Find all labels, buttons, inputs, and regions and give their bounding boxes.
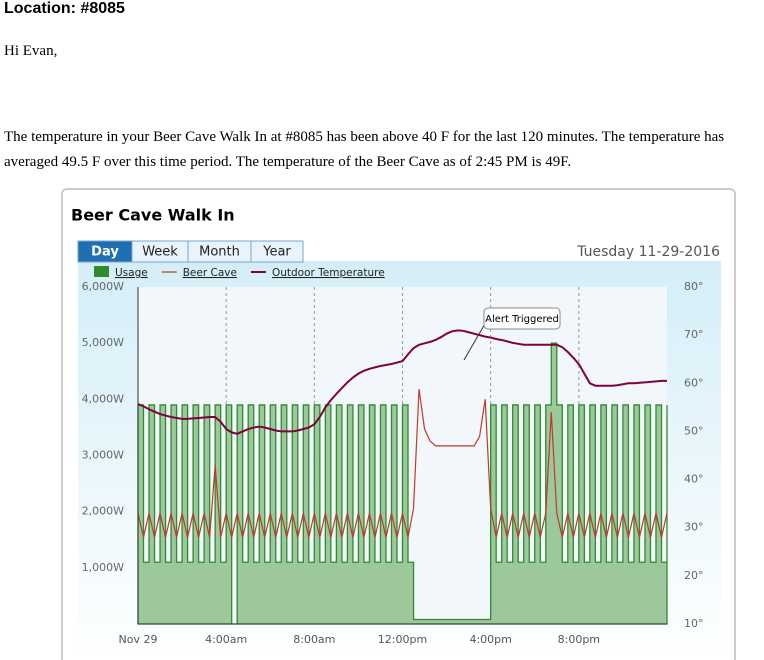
y-tick-label: 6,000W bbox=[82, 280, 124, 293]
legend-label[interactable]: Usage bbox=[115, 267, 148, 279]
legend-label[interactable]: Outdoor Temperature bbox=[272, 267, 385, 279]
y2-tick-label: 40° bbox=[684, 473, 704, 486]
legend-swatch bbox=[94, 266, 109, 277]
y2-tick-label: 50° bbox=[684, 424, 704, 437]
y-tick-label: 5,000W bbox=[82, 336, 124, 349]
greeting: Hi Evan, bbox=[4, 43, 58, 59]
annotation-box bbox=[483, 307, 561, 330]
y-tick-label: 1,000W bbox=[82, 561, 124, 574]
tab-label[interactable]: Year bbox=[262, 245, 291, 260]
y2-tick-label: 60° bbox=[684, 376, 704, 389]
line bbox=[137, 388, 668, 538]
chart-title: Beer Cave Walk In bbox=[71, 206, 235, 225]
tab[interactable] bbox=[250, 240, 304, 263]
y2-tick-label: 30° bbox=[684, 521, 704, 534]
usage-area bbox=[137, 342, 668, 625]
y2-tick-label: 10° bbox=[684, 617, 704, 630]
annotation-pointer bbox=[463, 321, 487, 361]
tab-label[interactable]: Day bbox=[91, 245, 119, 260]
message: The temperature in your Beer Cave Walk I… bbox=[4, 129, 725, 170]
y-tick-label: 3,000W bbox=[82, 449, 124, 462]
x-tick-label: 4:00pm bbox=[469, 633, 511, 646]
y2-tick-label: 20° bbox=[684, 569, 704, 582]
annotation: Alert Triggered bbox=[485, 314, 559, 325]
x-tick-label: Nov 29 bbox=[119, 633, 158, 646]
x-tick-label: 12:00pm bbox=[378, 633, 427, 646]
location: Location: #8085 bbox=[4, 0, 125, 17]
x-tick-label: 8:00am bbox=[293, 633, 335, 646]
y2-tick-label: 70° bbox=[684, 328, 704, 341]
x-tick-label: 4:00am bbox=[205, 633, 247, 646]
chart-date: Tuesday 11-29-2016 bbox=[576, 244, 720, 260]
y-tick-label: 2,000W bbox=[82, 505, 124, 518]
x-tick-label: 8:00pm bbox=[558, 633, 600, 646]
tab-label[interactable]: Week bbox=[142, 245, 178, 260]
legend-label[interactable]: Beer Cave bbox=[183, 267, 237, 279]
y2-tick-label: 80° bbox=[684, 280, 704, 293]
line bbox=[137, 329, 667, 435]
y-tick-label: 4,000W bbox=[82, 392, 124, 405]
tab-label[interactable]: Month bbox=[199, 245, 240, 260]
